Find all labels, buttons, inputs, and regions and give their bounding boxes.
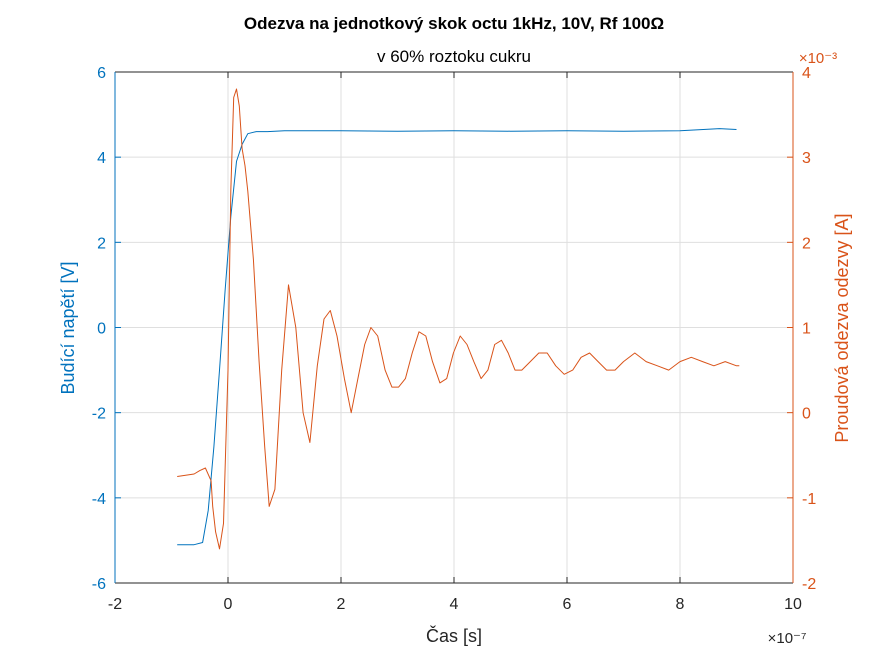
x-tick-label: 0: [224, 596, 233, 613]
y-right-tick-label: -1: [802, 491, 816, 508]
x-tick-label: 6: [563, 596, 572, 613]
x-tick-label: 10: [784, 596, 802, 613]
series-line-current: [177, 88, 740, 550]
y-left-axis-label: Budící napětí [V]: [58, 261, 78, 394]
y-left-tick-label: -6: [92, 576, 106, 593]
y-right-tick-label: 4: [802, 65, 811, 82]
y-right-tick-label: 0: [802, 406, 811, 423]
y-left-tick-label: 6: [97, 65, 106, 82]
plot-lines: [177, 88, 740, 550]
y-right-tick-label: 2: [802, 235, 811, 252]
chart-subtitle: v 60% roztoku cukru: [377, 47, 531, 66]
tick-labels: -2 0 2 4 6 8 10 -6 -4 -2 0 2 4 6 -2 -1 0 1 2 3 4: [92, 65, 817, 613]
chart-title: Odezva na jednotkový skok octu 1kHz, 10V…: [244, 14, 664, 33]
y-right-axis-exponent: ×10⁻³: [799, 50, 837, 67]
x-axis-exponent: ×10⁻⁷: [768, 630, 807, 647]
y-left-tick-label: 0: [97, 321, 106, 338]
x-tick-label: 8: [676, 596, 685, 613]
x-tick-label: -2: [108, 596, 122, 613]
grid: [115, 72, 793, 583]
y-right-tick-label: 3: [802, 150, 811, 167]
y-right-tick-label: 1: [802, 321, 811, 338]
y-left-tick-label: 4: [97, 150, 106, 167]
y-left-tick-label: 2: [97, 235, 106, 252]
x-tick-label: 2: [337, 596, 346, 613]
y-right-axis-label: Proudová odezva odezvy [A]: [832, 213, 852, 442]
x-tick-label: 4: [450, 596, 459, 613]
axes: [114, 71, 794, 584]
series-line-voltage: [177, 128, 737, 546]
y-left-tick-label: -4: [92, 491, 106, 508]
y-right-tick-label: -2: [802, 576, 816, 593]
y-left-tick-label: -2: [92, 406, 106, 423]
x-axis-label: Čas [s]: [426, 625, 482, 646]
